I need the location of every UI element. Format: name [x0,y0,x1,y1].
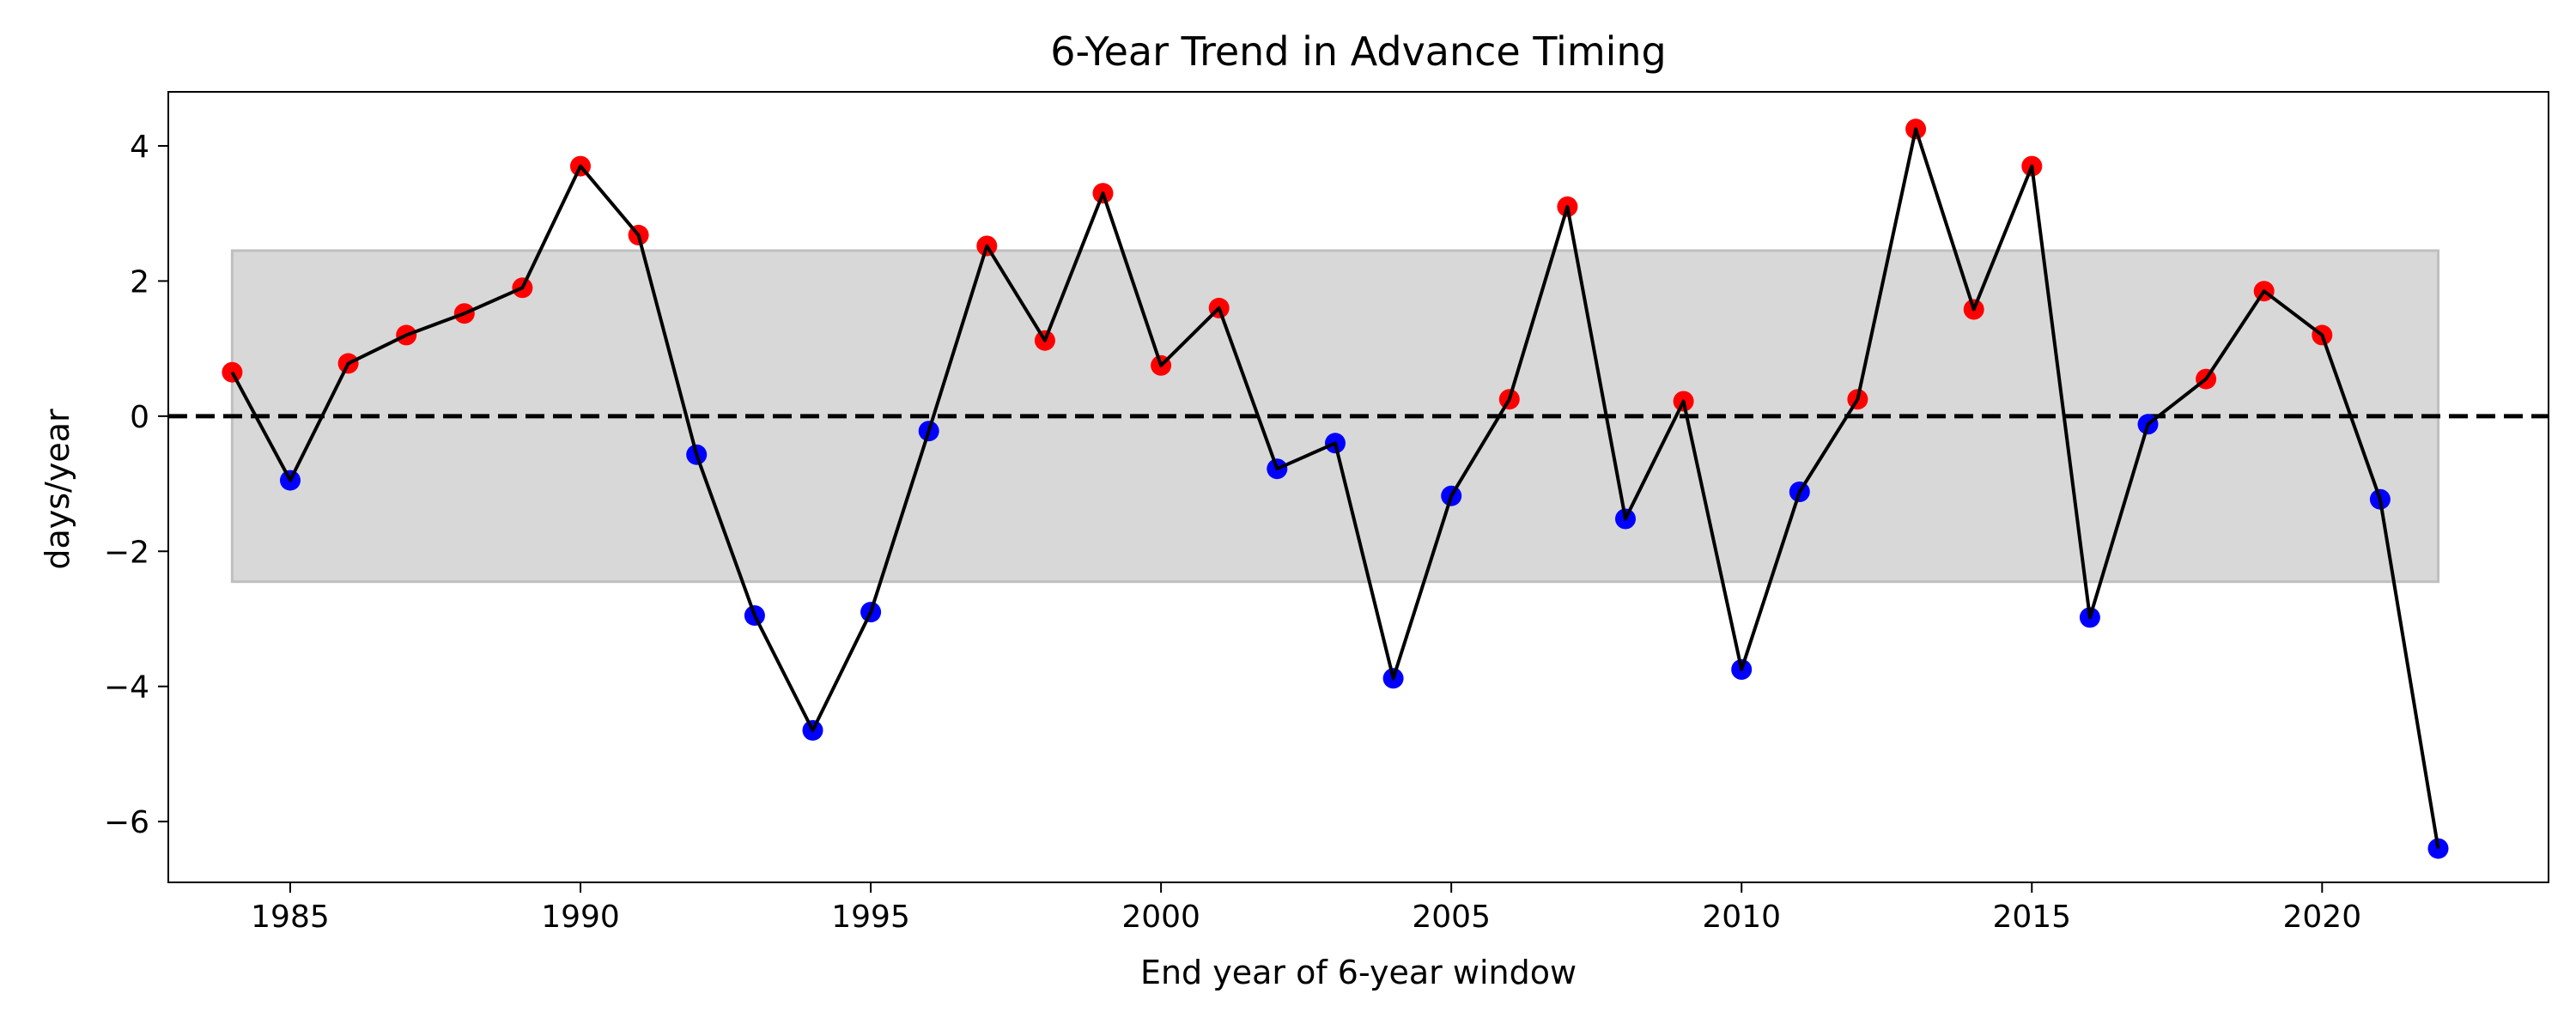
x-tick-label: 2000 [1121,900,1200,935]
x-tick-label: 1995 [831,900,910,935]
y-tick-label: 2 [130,264,149,300]
x-tick-label: 2020 [2283,900,2362,935]
x-axis-label: End year of 6-year window [1140,954,1577,991]
y-axis-label: days/year [39,409,76,570]
x-tick-label: 2010 [1702,900,1781,935]
y-axis-ticks: −6 −4 −2 0 2 4 [104,130,168,840]
x-tick-label: 1985 [251,900,330,935]
trend-line [230,127,2440,849]
y-tick-label: −6 [104,805,149,840]
x-axis-ticks: 1985 1990 1995 2000 2005 2010 2015 2020 [251,882,2361,935]
y-tick-label: 4 [130,130,149,165]
chart-title: 6-Year Trend in Advance Timing [1050,28,1667,75]
y-tick-label: −2 [104,535,149,570]
y-tick-label: 0 [130,400,149,435]
y-tick-label: −4 [104,670,149,706]
x-tick-label: 2005 [1412,900,1491,935]
x-tick-label: 1990 [541,900,620,935]
axes-frame [167,91,2549,883]
x-tick-label: 2015 [1992,900,2071,935]
plot-area [168,118,2549,859]
